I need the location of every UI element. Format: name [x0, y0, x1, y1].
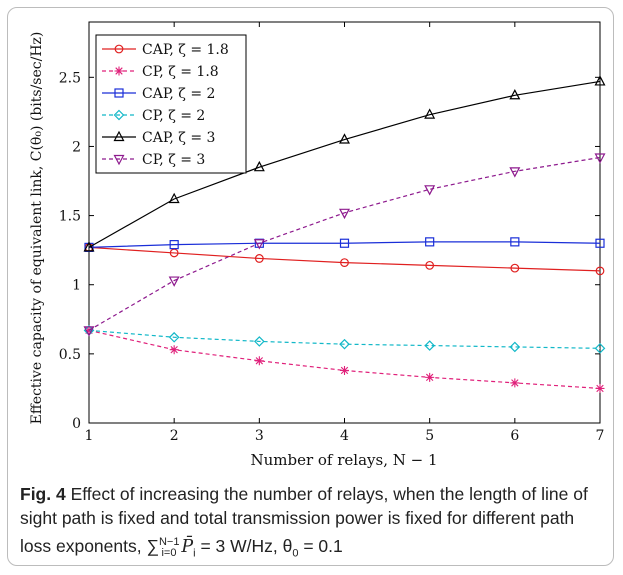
- legend-label-5: CAP, ζ = 3: [142, 130, 215, 146]
- legend-label-4: CP, ζ = 2: [142, 108, 205, 124]
- data-point-s4: [168, 331, 180, 343]
- legend-label-2: CP, ζ = 1.8: [142, 64, 219, 80]
- x-tick-label: 1: [85, 428, 94, 444]
- theta-index: 0: [292, 547, 299, 560]
- data-point-s1: [595, 266, 605, 276]
- data-point-s5: [594, 75, 606, 86]
- data-point-s6: [594, 153, 606, 164]
- caption-line-2: line of sight path is fixed and total tr…: [20, 484, 588, 528]
- caption-line-3: different path loss exponents,: [20, 508, 575, 556]
- x-tick-label: 4: [340, 428, 349, 444]
- x-axis-label: Number of relays, N − 1: [250, 451, 437, 469]
- caption-line-1: Effect of increasing the number of relay…: [70, 484, 537, 504]
- data-point-s1: [254, 254, 264, 263]
- figure-label: Fig. 4: [20, 484, 66, 504]
- y-tick-label: 2.5: [59, 70, 81, 86]
- series-line-1: [88, 246, 601, 272]
- sum-upper: N−1: [158, 536, 180, 548]
- x-tick-label: 3: [255, 428, 264, 444]
- data-point-s4: [339, 338, 350, 350]
- legend-marker-4: [113, 109, 125, 121]
- data-point-s5: [509, 89, 521, 100]
- data-point-s5: [424, 108, 436, 119]
- data-point-s5: [168, 192, 180, 204]
- data-point-s2: [425, 372, 435, 382]
- caption-formula: ∑N−1i=0 P̄i = 3 W/Hz, θ0 = 0.1: [146, 535, 343, 560]
- legend-marker-3: [114, 88, 124, 98]
- y-tick-label: 1: [72, 278, 81, 294]
- chart: 1 2 3 4 5 6 7 0 0.5 1 1.5 2 2.5 CAP, ζ = 1.8 CP, ζ = 1…: [29, 21, 606, 469]
- data-point-s2: [595, 383, 605, 393]
- data-point-s4: [509, 341, 521, 353]
- x-tick-label: 6: [510, 428, 519, 444]
- data-point-s3: [425, 237, 435, 247]
- data-point-s6: [253, 239, 265, 250]
- y-tick-label: 1.5: [59, 209, 81, 225]
- data-point-s6: [83, 326, 95, 337]
- data-point-s2: [510, 378, 520, 388]
- legend-marker-5: [113, 130, 125, 142]
- data-point-s5: [339, 133, 350, 144]
- data-point-s3: [169, 240, 179, 250]
- legend-label-3: CAP, ζ = 2: [142, 86, 215, 102]
- data-point-s3: [510, 237, 520, 247]
- data-point-s4: [424, 340, 436, 351]
- data-point-s5: [83, 241, 95, 252]
- x-tick-label: 5: [425, 428, 434, 444]
- x-tick-label: 7: [596, 428, 605, 444]
- data-point-s6: [424, 185, 436, 196]
- sum-lower: i=0: [161, 547, 177, 560]
- data-point-s3: [339, 238, 350, 248]
- series-line-3: [88, 241, 601, 248]
- legend: [95, 34, 247, 174]
- legend-marker-6: [113, 154, 125, 166]
- series-line-5: [88, 80, 601, 248]
- legend-marker-2: [114, 66, 124, 76]
- data-point-s1: [510, 263, 520, 273]
- data-point-s6: [168, 276, 180, 287]
- data-point-s2: [169, 345, 179, 355]
- power-index: i: [193, 547, 196, 560]
- data-point-s4: [253, 336, 265, 347]
- sum-symbol: ∑: [146, 535, 159, 556]
- data-point-s2: [254, 356, 264, 366]
- data-point-s4: [594, 342, 606, 354]
- data-point-s6: [339, 208, 350, 220]
- y-tick-label: 0: [72, 416, 81, 432]
- y-tick-label: 2: [72, 139, 81, 155]
- data-point-s2: [340, 365, 349, 375]
- x-tick-label: 2: [170, 428, 179, 444]
- y-tick-label: 0.5: [59, 347, 81, 363]
- legend-marker-1: [114, 44, 124, 54]
- legend-label-1: CAP, ζ = 1.8: [142, 42, 229, 58]
- data-point-s6: [509, 167, 521, 178]
- data-point-s1: [425, 260, 435, 270]
- figure-caption: Fig. 4 Effect of increasing the number o…: [20, 482, 610, 565]
- data-point-s1: [340, 258, 349, 268]
- caption-tail: = 3 W/Hz, θ: [195, 535, 293, 556]
- data-point-s5: [253, 160, 265, 172]
- y-axis-label: Effective capacity of equivalent link, C…: [29, 32, 45, 425]
- data-point-s3: [595, 238, 605, 248]
- series-line-6: [88, 156, 601, 331]
- power-symbol: P̄: [181, 536, 194, 557]
- legend-label-6: CP, ζ = 3: [142, 152, 205, 168]
- series-line-4: [88, 329, 601, 349]
- caption-end: = 0.1: [298, 535, 343, 556]
